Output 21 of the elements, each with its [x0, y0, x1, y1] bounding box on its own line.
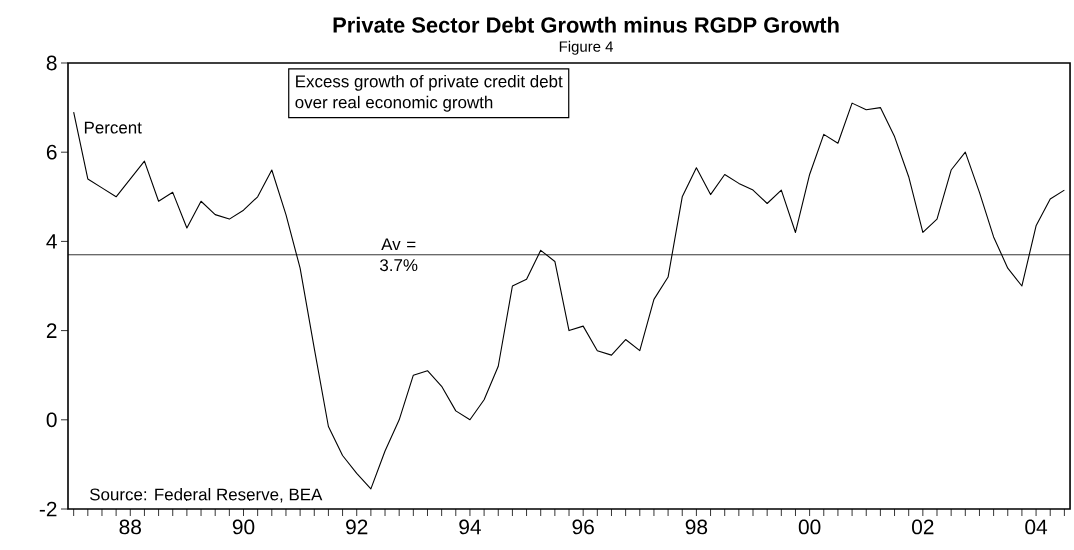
- annotation: Source: Federal Reserve, BEA: [90, 488, 323, 503]
- x-tick-label: 90: [232, 519, 255, 535]
- ref-line-label: Av = 3.7%: [380, 238, 418, 272]
- x-tick-label: 98: [685, 519, 708, 535]
- chart-subtitle: Figure 4: [559, 40, 614, 55]
- x-tick-label: 04: [1025, 519, 1048, 535]
- x-tick-label: 92: [346, 519, 368, 535]
- x-tick-label: 94: [459, 519, 481, 535]
- x-tick-label: 88: [119, 519, 141, 535]
- y-tick-label: -2: [39, 501, 57, 517]
- x-tick-label: 00: [798, 519, 821, 535]
- y-axis-title: Percent: [84, 121, 142, 134]
- y-tick-label: 2: [46, 323, 57, 338]
- y-tick-label: 6: [46, 144, 57, 160]
- y-tick-label: 0: [46, 412, 57, 428]
- x-tick-label: 02: [912, 519, 934, 535]
- y-tick-label: 8: [46, 55, 57, 71]
- x-tick-label: 96: [572, 519, 594, 535]
- chart-title: Private Sector Debt Growth minus RGDP Growth: [333, 16, 839, 33]
- annotation: Excess growth of private credit debt over real economic growth: [295, 74, 563, 112]
- y-tick-label: 4: [46, 234, 57, 249]
